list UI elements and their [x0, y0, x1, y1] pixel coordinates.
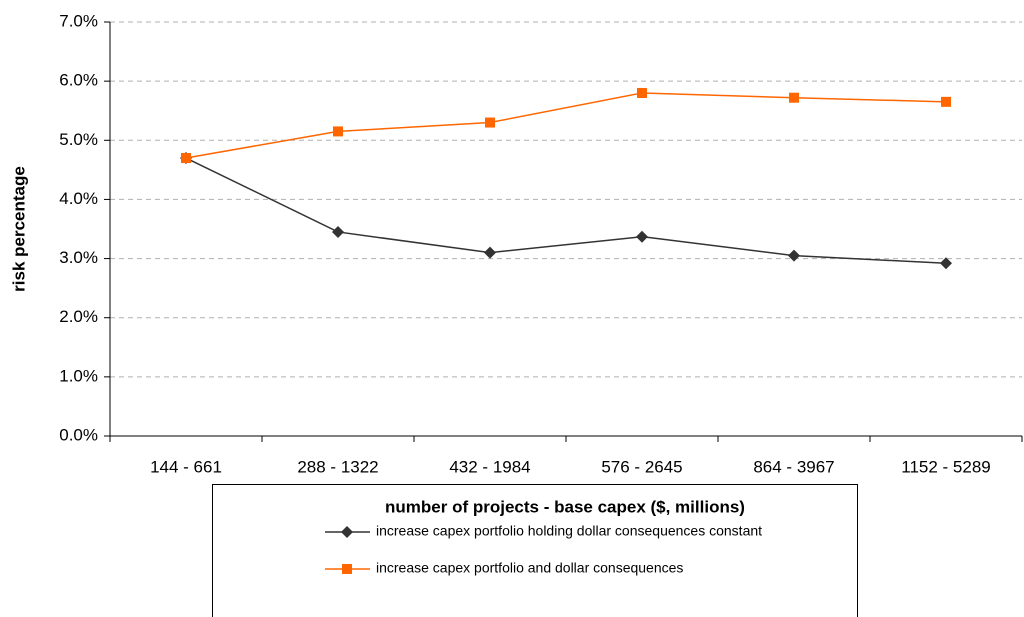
- data-point: [788, 249, 800, 262]
- y-tick-label: 4.0%: [59, 189, 98, 208]
- data-point: [181, 153, 191, 164]
- y-tick-label: 0.0%: [59, 425, 98, 444]
- y-tick-label: 1.0%: [59, 366, 98, 385]
- data-point: [637, 87, 647, 98]
- x-tick-label: 576 - 2645: [601, 457, 682, 476]
- series-line: [185, 92, 947, 159]
- legend-label: increase capex portfolio holding dollar …: [376, 523, 762, 539]
- x-axis-title: number of projects - base capex ($, mill…: [385, 497, 745, 516]
- data-point: [789, 92, 799, 103]
- data-point: [636, 230, 648, 243]
- legend-label: increase capex portfolio and dollar cons…: [376, 560, 683, 576]
- data-point: [485, 117, 495, 128]
- legend-box: [212, 484, 858, 617]
- data-point: [484, 246, 496, 259]
- y-tick-label: 5.0%: [59, 130, 98, 149]
- y-tick-label: 2.0%: [59, 307, 98, 326]
- y-tick-label: 6.0%: [59, 71, 98, 90]
- data-point: [940, 257, 952, 270]
- y-tick-label: 3.0%: [59, 248, 98, 267]
- x-tick-label: 144 - 661: [150, 457, 222, 476]
- x-tick-label: 864 - 3967: [753, 457, 834, 476]
- data-point: [332, 225, 344, 238]
- x-tick-label: 288 - 1322: [297, 457, 378, 476]
- series-line: [185, 157, 947, 265]
- legend-marker: [341, 526, 353, 538]
- data-point: [333, 126, 343, 137]
- x-tick-label: 432 - 1984: [449, 457, 530, 476]
- data-point: [941, 96, 951, 107]
- y-axis-title: risk percentage: [9, 166, 28, 292]
- y-tick-label: 7.0%: [59, 11, 98, 30]
- legend-marker: [342, 564, 352, 574]
- x-tick-label: 1152 - 5289: [901, 457, 990, 476]
